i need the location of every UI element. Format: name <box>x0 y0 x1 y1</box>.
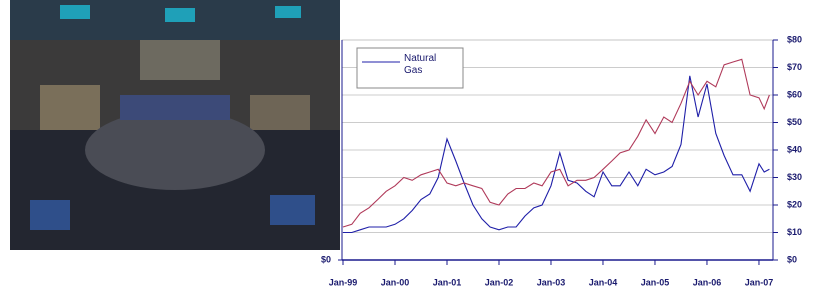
x-tick-label: Jan-04 <box>589 277 618 287</box>
page: $0 $10 $20 $30 $40 $50 $60 $70 $80 $0 Jan-99 Jan-00… <box>0 0 815 295</box>
x-tick-label: Jan-07 <box>745 277 774 287</box>
photo <box>10 0 340 250</box>
y2-tick-label: $50 <box>787 117 802 127</box>
chart: $0 $10 $20 $30 $40 $50 $60 $70 $80 $0 Jan-99 Jan-00… <box>0 0 815 295</box>
y2-tick-label: $20 <box>787 199 802 209</box>
y2-tick-label: $10 <box>787 227 802 237</box>
x-tick-label: Jan-02 <box>485 277 514 287</box>
y-tick-label: $0 <box>321 254 331 264</box>
x-tick-label: Jan-03 <box>537 277 566 287</box>
legend-label: Natural Gas <box>404 53 446 77</box>
y2-tick-label: $80 <box>787 34 802 44</box>
x-tick-label: Jan-05 <box>641 277 670 287</box>
x-tick-label: Jan-00 <box>381 277 410 287</box>
y2-tick-label: $70 <box>787 62 802 72</box>
y2-tick-label: $60 <box>787 89 802 99</box>
y2-tick-label: $0 <box>787 254 797 264</box>
y2-tick-label: $30 <box>787 172 802 182</box>
x-tick-label: Jan-99 <box>329 277 358 287</box>
x-tick-label: Jan-01 <box>433 277 462 287</box>
y2-tick-label: $40 <box>787 144 802 154</box>
x-tick-label: Jan-06 <box>693 277 722 287</box>
